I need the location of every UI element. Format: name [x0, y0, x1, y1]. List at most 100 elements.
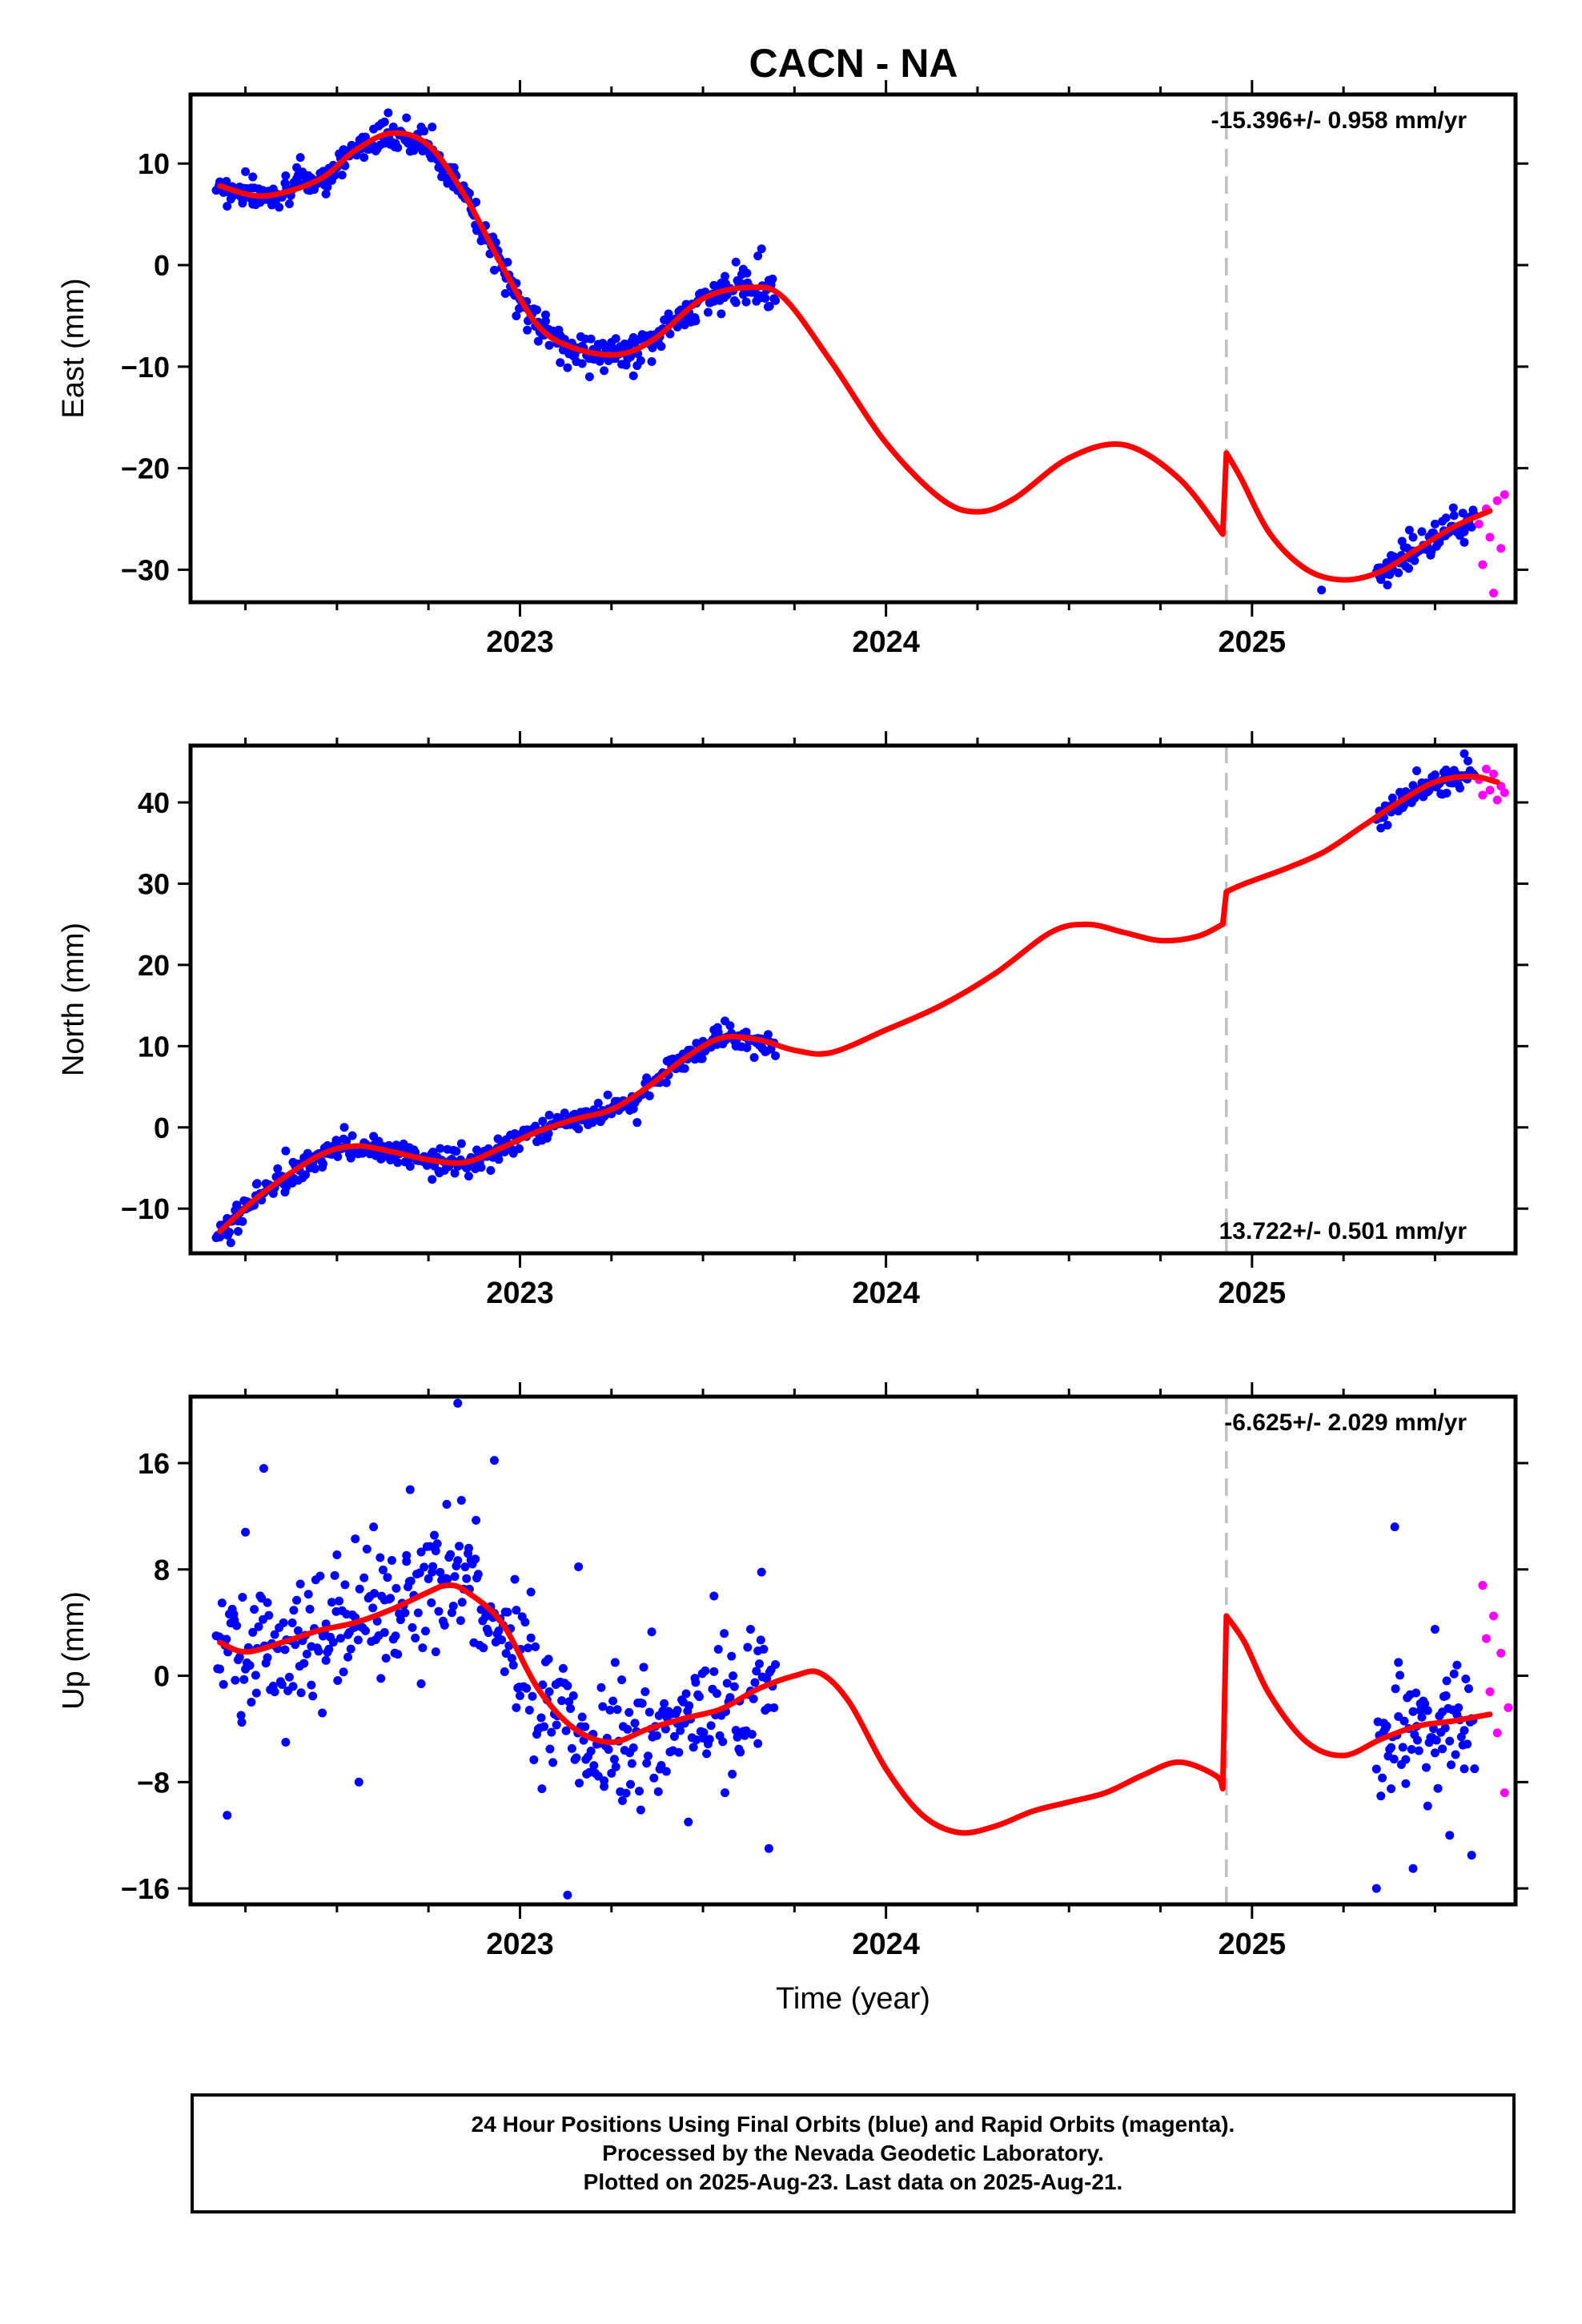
final-orbit-point — [728, 1769, 737, 1779]
final-orbit-point — [292, 163, 302, 172]
final-orbit-point — [335, 1634, 345, 1643]
final-orbit-point — [379, 1595, 389, 1605]
final-orbit-point — [706, 1721, 716, 1731]
final-orbit-point — [1452, 528, 1462, 537]
final-orbit-point — [761, 293, 770, 303]
panel-up: 16 8 0 −8 −16 Up (mm) 2023 2024 2025 Time (year) -… — [57, 1382, 1528, 2016]
final-orbit-point — [1430, 519, 1439, 529]
final-orbit-point — [321, 189, 331, 199]
final-orbit-point — [1397, 537, 1407, 546]
final-orbit-point — [713, 1644, 723, 1654]
final-orbit-point — [644, 1707, 654, 1717]
final-orbit-point — [720, 1016, 729, 1026]
final-orbit-point — [1376, 1791, 1386, 1801]
final-orbit-point — [310, 1164, 319, 1174]
rapid-orbit-points — [1474, 764, 1509, 805]
final-orbit-point — [757, 244, 766, 254]
model-curve-before-event — [217, 921, 1226, 1235]
y-axis-label: Up (mm) — [57, 1591, 90, 1710]
final-orbit-point — [376, 1674, 386, 1683]
final-orbit-point — [610, 1658, 620, 1667]
final-orbit-point — [681, 1689, 691, 1699]
final-orbit-points — [215, 749, 1473, 1248]
rapid-orbit-points — [1474, 490, 1509, 598]
rapid-orbit-point — [1485, 533, 1495, 542]
x-axis: 2023 2024 2025 — [244, 1382, 1436, 1961]
final-orbit-point — [318, 1162, 327, 1172]
final-orbit-point — [420, 1562, 429, 1572]
final-orbit-point — [749, 1053, 759, 1063]
final-orbit-point — [547, 1727, 556, 1737]
final-orbit-point — [486, 1166, 496, 1176]
final-orbit-point — [420, 127, 429, 136]
y-tick-label: −10 — [121, 1192, 170, 1225]
model-curve-step — [1219, 452, 1230, 535]
final-orbit-point — [764, 275, 773, 285]
final-orbit-point — [1399, 1716, 1409, 1726]
final-orbit-point — [223, 1811, 232, 1820]
final-orbit-point — [567, 1743, 576, 1753]
final-orbit-point — [489, 1456, 499, 1466]
final-orbit-point — [413, 1608, 423, 1618]
final-orbit-point — [676, 1726, 685, 1735]
final-orbit-point — [536, 1713, 546, 1723]
final-orbit-point — [531, 1642, 540, 1651]
rapid-orbit-point — [1485, 1687, 1495, 1696]
final-orbit-point — [643, 1751, 652, 1761]
final-orbit-point — [393, 1650, 403, 1659]
final-orbit-point — [1467, 1851, 1476, 1860]
final-orbit-point — [369, 1132, 379, 1141]
final-orbit-point — [453, 1556, 463, 1566]
final-orbit-point — [284, 199, 294, 208]
panel-north: 40 30 20 10 0 −10 North (mm) 2023 2024 2025 13.722… — [57, 731, 1528, 1310]
final-orbit-point — [607, 1768, 616, 1778]
final-orbit-point — [416, 1679, 426, 1688]
final-orbit-point — [603, 1090, 612, 1100]
final-orbit-point — [1415, 1699, 1425, 1708]
final-orbit-point — [566, 1704, 576, 1714]
final-orbit-point — [713, 1023, 722, 1032]
rapid-orbit-point — [1500, 490, 1509, 500]
final-orbit-point — [270, 1687, 279, 1697]
y-tick-label: 0 — [154, 1112, 170, 1144]
final-orbit-point — [464, 1543, 473, 1553]
final-orbit-point — [361, 1626, 371, 1635]
rapid-orbit-point — [1500, 1788, 1509, 1798]
final-orbit-point — [281, 1738, 291, 1747]
final-orbit-point — [226, 195, 235, 204]
final-orbit-point — [544, 1111, 554, 1120]
rapid-orbit-point — [1496, 1648, 1506, 1658]
final-orbit-point — [596, 1683, 606, 1692]
final-orbit-point — [1456, 783, 1465, 793]
final-orbit-point — [552, 1720, 561, 1730]
final-orbit-point — [701, 1666, 710, 1675]
final-orbit-point — [335, 1596, 344, 1606]
final-orbit-point — [625, 1748, 635, 1758]
final-orbit-point — [741, 297, 751, 307]
final-orbit-point — [522, 1683, 532, 1693]
model-curve-step — [1219, 1615, 1230, 1789]
final-orbit-point — [393, 1158, 403, 1168]
final-orbit-point — [1447, 1760, 1456, 1770]
final-orbit-point — [750, 1678, 760, 1687]
final-orbit-point — [476, 1163, 486, 1172]
final-orbit-point — [617, 1675, 627, 1685]
final-orbit-point — [457, 1598, 467, 1607]
final-orbit-point — [323, 183, 332, 192]
final-orbit-point — [378, 1565, 387, 1574]
final-orbit-point — [235, 1652, 244, 1662]
final-orbit-point — [215, 1664, 225, 1674]
final-orbit-point — [1454, 1703, 1464, 1712]
final-orbit-point — [291, 1640, 300, 1650]
final-orbit-point — [736, 1747, 745, 1757]
final-orbit-point — [431, 1647, 440, 1657]
final-orbit-point — [1387, 1743, 1396, 1752]
final-orbit-point — [512, 1606, 521, 1615]
final-orbit-point — [1376, 823, 1386, 833]
final-orbit-point — [637, 1699, 647, 1708]
x-tick-label: 2024 — [852, 1277, 920, 1310]
final-orbit-point — [275, 203, 284, 212]
final-orbit-point — [248, 172, 258, 182]
final-orbit-point — [674, 1747, 684, 1757]
final-orbit-point — [264, 1610, 274, 1620]
